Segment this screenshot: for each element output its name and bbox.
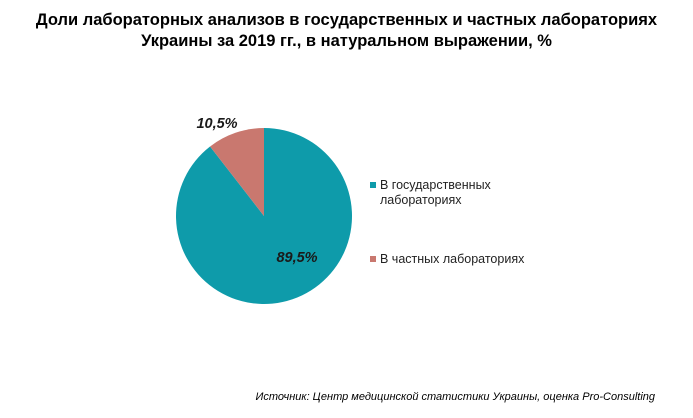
chart-title: Доли лабораторных анализов в государстве… <box>0 10 693 52</box>
chart-legend: В государственных лабораториях В частных… <box>370 178 570 311</box>
legend-label-state-line-1: В государственных <box>380 178 491 192</box>
legend-label-state-line-2: лабораториях <box>380 193 462 207</box>
legend-swatch-state <box>370 182 376 188</box>
chart-title-line-1: Доли лабораторных анализов в государстве… <box>35 11 658 29</box>
pie-slice-state <box>176 128 353 305</box>
pie-slice-private <box>210 128 264 216</box>
data-label-private: 10,5% <box>196 116 237 132</box>
legend-item-private: В частных лабораториях <box>370 252 570 267</box>
legend-item-state: В государственных лабораториях <box>370 178 570 208</box>
legend-label-private: В частных лабораториях <box>380 252 525 266</box>
data-label-state: 89,5% <box>276 250 317 266</box>
legend-swatch-private <box>370 256 376 262</box>
chart-title-line-2: Украины за 2019 гг., в натуральном выраж… <box>141 32 552 50</box>
source-note: Источник: Центр медицинской статистики У… <box>255 391 655 403</box>
